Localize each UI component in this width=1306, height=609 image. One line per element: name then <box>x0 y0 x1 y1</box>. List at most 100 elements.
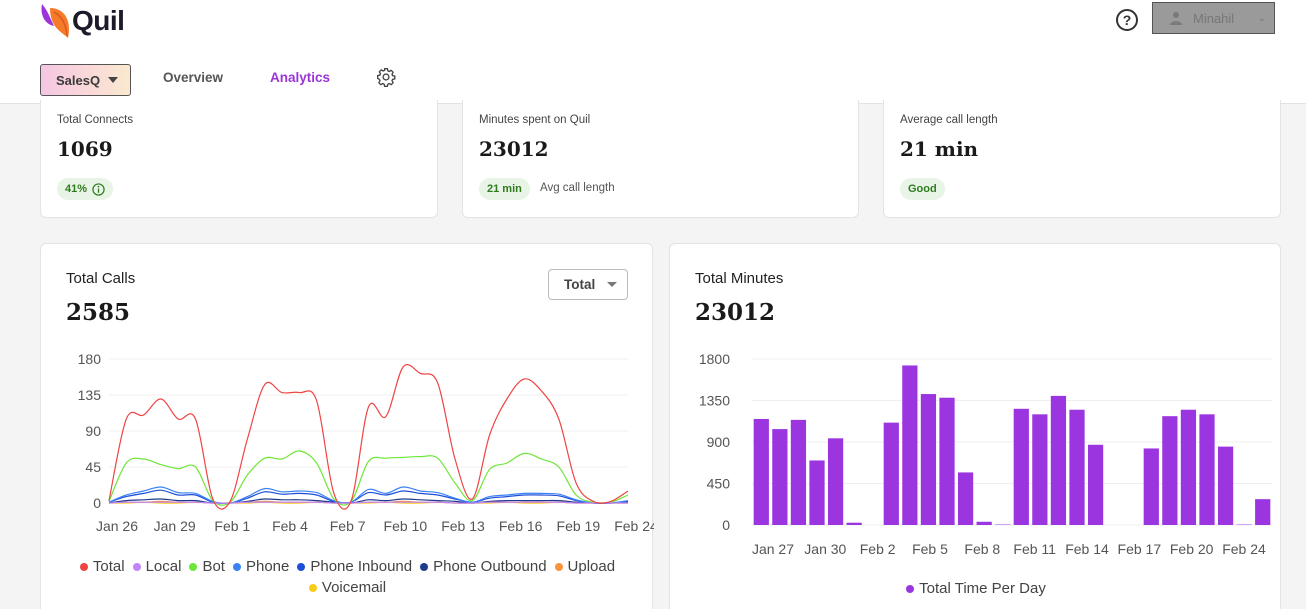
bar[interactable] <box>790 419 807 525</box>
total-minutes-card: Total Minutes 23012 0 450 900 1350 1800 Jan 2… <box>669 243 1281 609</box>
legend-label: Bot <box>202 558 225 575</box>
bar[interactable] <box>920 394 937 525</box>
legend-phone[interactable]: Phone <box>232 558 290 575</box>
legend-total-time-per-day[interactable]: Total Time Per Day <box>906 580 1046 597</box>
legend-upload[interactable]: Upload <box>554 558 616 575</box>
stat-label: Average call length <box>900 114 998 126</box>
info-icon[interactable] <box>92 182 105 196</box>
bar[interactable] <box>1013 408 1029 525</box>
bar[interactable] <box>957 472 974 525</box>
legend-label: Voicemail <box>321 579 387 596</box>
stat-card-total-connects: Total Connects 1069 41% <box>40 100 438 218</box>
quil-feather-icon <box>41 4 70 38</box>
workspace-dropdown[interactable]: SalesQ <box>40 64 131 96</box>
series-line-phone-outbound[interactable] <box>108 498 629 504</box>
caret-down-icon <box>108 77 119 83</box>
x-tick-label: Feb 2 <box>860 541 896 557</box>
badge-text: 41% <box>65 183 88 195</box>
legend-phone-inbound[interactable]: Phone Inbound <box>297 558 412 575</box>
bar[interactable] <box>976 521 992 525</box>
y-tick-label: 135 <box>78 387 102 403</box>
tab-analytics[interactable]: Analytics <box>270 70 331 85</box>
bar[interactable] <box>1050 395 1067 525</box>
series-line-local[interactable] <box>108 501 628 504</box>
bar[interactable] <box>1255 499 1271 525</box>
total-minutes-chart: 0 450 900 1350 1800 Jan 27 Jan 30 Feb 2 Feb 5 Feb… <box>699 351 1272 557</box>
bar[interactable] <box>1162 416 1178 525</box>
bar[interactable] <box>1217 446 1234 525</box>
legend-label: Phone <box>245 558 290 575</box>
legend-total[interactable]: Total <box>79 558 125 575</box>
x-tick-label: Feb 14 <box>1065 541 1109 557</box>
legend-phone-outbound[interactable]: Phone Outbound <box>420 558 547 575</box>
avg-length-note: Avg call length <box>540 182 615 194</box>
legend-voicemail[interactable]: Voicemail <box>308 579 387 596</box>
select-value: Total <box>564 277 596 292</box>
bar[interactable] <box>883 422 899 525</box>
gear-icon[interactable] <box>376 67 396 87</box>
x-tick-label: Feb 19 <box>557 518 601 534</box>
x-tick-label: Feb 7 <box>330 518 366 534</box>
top-bar: Quil ? Minahil ⌄ SalesQ Overview Analyti… <box>0 0 1306 104</box>
bar[interactable] <box>902 365 918 525</box>
legend-label: Upload <box>567 558 616 575</box>
y-tick-label: 90 <box>85 423 101 439</box>
user-icon <box>1170 12 1182 25</box>
stat-value: 21 min <box>900 137 979 161</box>
stat-card-average-length: Average call length 21 min Good <box>883 100 1281 218</box>
bar[interactable] <box>1087 444 1104 525</box>
bar[interactable] <box>772 429 788 525</box>
bar[interactable] <box>753 418 769 525</box>
tab-overview[interactable]: Overview <box>163 70 224 85</box>
x-tick-label: Feb 13 <box>441 518 485 534</box>
bar[interactable] <box>846 522 862 525</box>
legend-local[interactable]: Local <box>132 558 181 575</box>
workspace-label: SalesQ <box>56 72 101 88</box>
quil-logo[interactable]: Quil <box>38 2 125 40</box>
legend-dot <box>132 562 141 571</box>
stat-label: Minutes spent on Quil <box>479 114 591 126</box>
series-line-phone-inbound[interactable] <box>108 489 629 504</box>
legend-bot[interactable]: Bot <box>189 558 225 575</box>
x-tick-label: Jan 29 <box>154 518 196 534</box>
bar[interactable] <box>1069 409 1085 525</box>
x-tick-label: Feb 4 <box>272 518 308 534</box>
legend-label: Total <box>92 558 125 575</box>
legend-dot <box>232 562 241 571</box>
bar[interactable] <box>827 438 844 525</box>
caret-down-icon <box>607 282 618 287</box>
legend-dot <box>554 562 563 571</box>
chevron-down-icon: ⌄ <box>1257 12 1266 24</box>
connect-rate-badge: 41% <box>57 178 114 200</box>
stat-card-minutes: Minutes spent on Quil 23012 21 min Avg c… <box>462 100 859 218</box>
legend-dot <box>79 562 88 571</box>
help-icon[interactable]: ? <box>1116 9 1138 31</box>
y-tick-label: 0 <box>722 517 730 533</box>
bar[interactable] <box>1180 409 1197 525</box>
bar[interactable] <box>809 460 825 525</box>
quality-badge: Good <box>900 178 945 200</box>
x-tick-label: Feb 10 <box>384 518 428 534</box>
brand-name: Quil <box>72 5 125 36</box>
stat-label: Total Connects <box>57 114 134 126</box>
series-line-bot[interactable] <box>108 450 629 506</box>
series-line-total[interactable] <box>108 364 629 510</box>
y-tick-label: 1350 <box>699 393 730 409</box>
bar[interactable] <box>1143 448 1159 525</box>
x-tick-label: Feb 5 <box>912 541 948 557</box>
calls-filter-select[interactable]: Total <box>548 269 628 300</box>
series-line-phone[interactable] <box>108 486 629 504</box>
y-tick-label: 1800 <box>699 351 730 367</box>
bar[interactable] <box>1199 414 1215 525</box>
y-tick-label: 900 <box>707 434 731 450</box>
stat-value: 23012 <box>479 137 549 161</box>
user-menu-button[interactable]: Minahil ⌄ <box>1152 2 1275 34</box>
bar[interactable] <box>939 397 955 525</box>
chart-total: 2585 <box>66 299 131 326</box>
total-calls-card: Total Calls 2585 Total 0 45 90 135 180 Jan 26… <box>40 243 654 609</box>
bar[interactable] <box>1032 414 1048 525</box>
legend-dot <box>906 584 915 593</box>
legend-label: Total Time Per Day <box>919 580 1046 597</box>
legend-dot <box>420 562 429 571</box>
x-tick-label: Feb 24 <box>614 518 654 534</box>
